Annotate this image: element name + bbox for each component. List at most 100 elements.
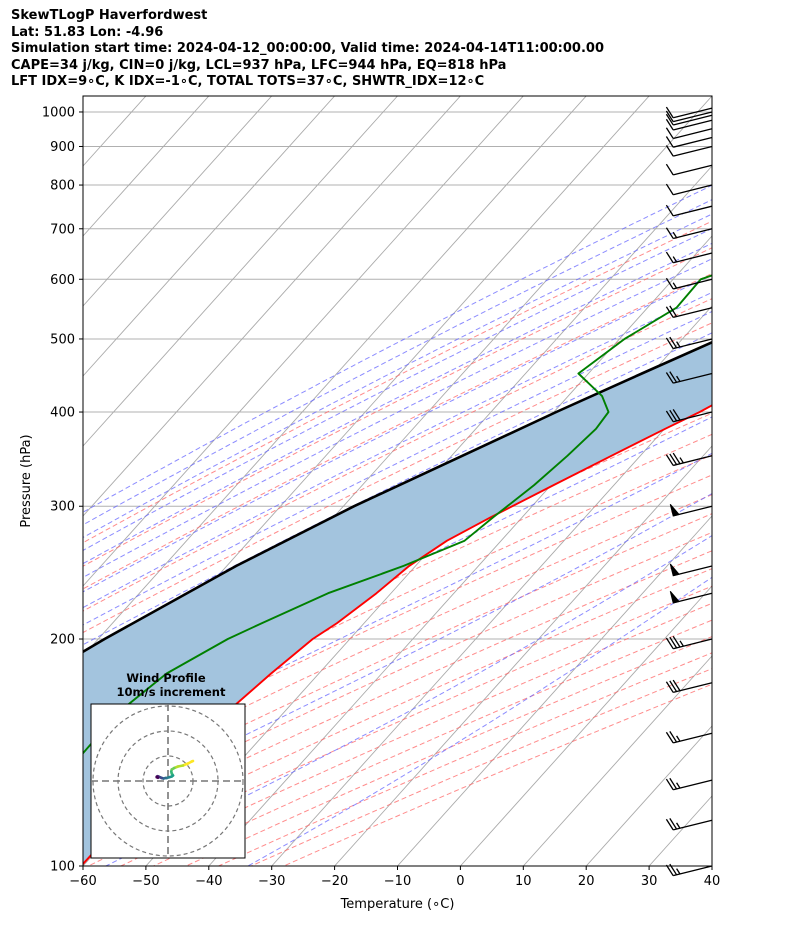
barb-half-feather (676, 822, 681, 829)
wind-barb (665, 408, 713, 423)
x-axis-label: Temperature (∘C) (340, 897, 455, 912)
wind-barb (665, 818, 713, 831)
x-tick-label: 20 (578, 874, 595, 889)
wind-barb (669, 563, 713, 577)
barb-feather (665, 306, 674, 318)
barb-feather (665, 277, 674, 290)
wind-barb (665, 106, 713, 119)
barb-half-feather (672, 231, 678, 238)
dry-adiabat--10 (83, 273, 712, 590)
barb-shaft (673, 184, 713, 196)
isotherm--30 (271, 375, 712, 866)
barb-half-feather (679, 457, 684, 464)
wind-barb (665, 113, 713, 126)
barb-feather (665, 372, 674, 384)
dry-adiabat--20 (83, 247, 712, 567)
wind-barb (665, 635, 713, 650)
dry-adiabat-10 (83, 322, 712, 634)
barb-half-feather (672, 282, 678, 289)
y-tick-label: 700 (50, 222, 75, 237)
y-tick-label: 200 (50, 633, 75, 648)
barb-feather (665, 410, 674, 423)
wind-barb (665, 204, 713, 217)
isotherm--100 (83, 96, 524, 587)
moist-adiabat--10 (83, 274, 712, 593)
y-tick-label: 1000 (42, 105, 75, 120)
hodograph-segment (155, 775, 160, 780)
barb-feather (665, 454, 674, 466)
barb-pennant (669, 503, 680, 517)
barb-feather (672, 408, 681, 421)
barb-shaft (673, 278, 713, 290)
moist-adiabat--40 (83, 184, 712, 513)
barb-shaft (673, 128, 713, 140)
y-tick-label: 900 (50, 140, 75, 155)
barb-half-feather (676, 868, 681, 875)
isotherm-40 (711, 865, 712, 866)
isotherm--110 (83, 96, 461, 517)
isotherm--120 (83, 96, 398, 447)
barb-feather (665, 127, 674, 139)
mixing-ratio-1 (768, 96, 794, 290)
barb-feather (665, 778, 674, 791)
wind-barb (665, 251, 713, 264)
wind-barb (665, 183, 713, 196)
moist-adiabat--35 (83, 199, 712, 526)
chart-header: SkewTLogP Haverfordwest Lat: 51.83 Lon: … (11, 8, 791, 91)
barb-half-feather (676, 341, 681, 348)
barb-feather (665, 227, 674, 239)
wind-barb (665, 371, 713, 384)
barb-feather (665, 118, 674, 131)
wind-barb (665, 679, 713, 694)
barb-feather (669, 731, 678, 743)
y-tick-label: 400 (50, 406, 75, 421)
barb-feather (665, 818, 674, 831)
title-indices-cape: CAPE=34 j/kg, CIN=0 j/kg, LCL=937 hPa, L… (11, 57, 507, 73)
x-tick-label: 30 (641, 874, 658, 889)
isotherm-20 (585, 725, 712, 866)
wind-barbs (665, 106, 713, 877)
dry-adiabat-120 (83, 550, 712, 838)
wind-barb (665, 452, 713, 467)
dry-adiabat-100 (83, 513, 712, 804)
x-tick-label: −10 (384, 874, 411, 889)
wind-barb (665, 336, 713, 350)
dry-adiabat-70 (83, 454, 712, 751)
y-tick-label: 300 (50, 500, 75, 515)
isotherm--80 (83, 96, 650, 727)
barb-shaft (673, 145, 713, 157)
x-tick-label: 40 (704, 874, 721, 889)
dry-adiabat-80 (83, 474, 712, 769)
isotherm--150 (83, 96, 210, 237)
barb-shaft (673, 565, 713, 577)
barb-shaft (673, 107, 713, 119)
barb-feather (669, 818, 678, 830)
barb-feather (665, 183, 674, 196)
isotherm--90 (83, 96, 587, 657)
isotherm-10 (522, 655, 712, 866)
y-tick-label: 100 (50, 860, 75, 875)
title-times: Simulation start time: 2024-04-12_00:00:… (11, 41, 604, 56)
barb-feather (672, 679, 681, 692)
x-tick-label: 10 (515, 874, 532, 889)
x-tick-label: −30 (258, 874, 285, 889)
barb-feather (665, 251, 674, 264)
barb-feather (672, 452, 681, 465)
barb-feather (665, 337, 674, 349)
y-tick-label: 600 (50, 273, 75, 288)
hodograph-title: Wind Profile (126, 671, 206, 685)
barb-feather (669, 305, 678, 317)
wind-barb (669, 590, 713, 604)
moist-adiabat--30 (83, 213, 712, 539)
wind-barb (665, 777, 713, 791)
wind-barb (665, 163, 713, 176)
x-tick-label: 0 (456, 874, 464, 889)
wind-barb (665, 145, 713, 157)
y-tick-label: 500 (50, 332, 75, 347)
plot-area (83, 96, 794, 866)
x-tick-label: −60 (69, 874, 96, 889)
barb-feather (665, 731, 674, 744)
isotherm-50 (775, 96, 794, 866)
barb-feather (665, 864, 674, 877)
